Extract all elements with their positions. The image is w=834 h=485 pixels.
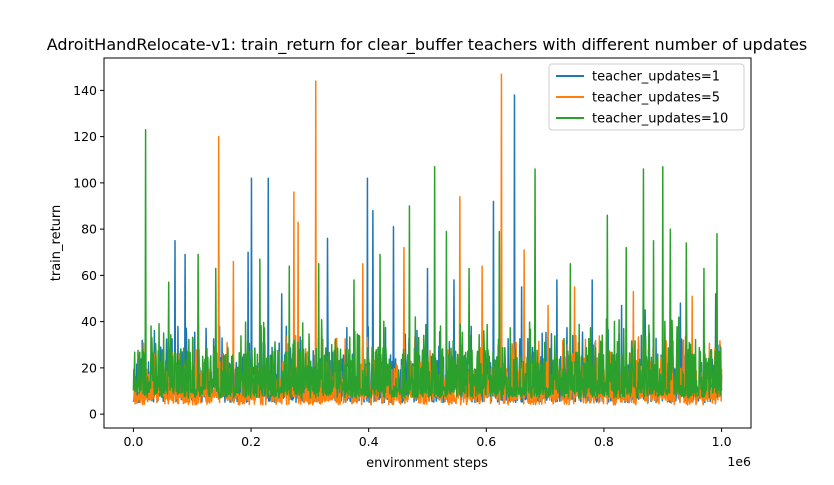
x-axis: 0.0 0.2 0.4 0.6 0.8 1.0 xyxy=(123,428,732,449)
series-line xyxy=(132,128,723,399)
y-axis-label: train_return xyxy=(49,205,64,282)
y-tick-label: 120 xyxy=(73,129,97,144)
legend-label: teacher_updates=10 xyxy=(592,112,728,127)
legend-label: teacher_updates=5 xyxy=(592,91,720,106)
legend-box xyxy=(548,63,745,131)
y-tick-label: 40 xyxy=(81,314,97,329)
y-tick-label: 20 xyxy=(81,360,97,375)
x-axis-label: environment steps xyxy=(366,456,488,471)
legend: teacher_updates=1 teacher_updates=5teache… xyxy=(548,63,745,131)
y-tick-label: 140 xyxy=(73,83,97,98)
x-tick-label: 0.0 xyxy=(123,434,143,449)
y-axis: 0 20 40 60 80 100 120 140 xyxy=(73,83,104,422)
x-tick-label: 0.6 xyxy=(476,434,496,449)
legend-label: teacher_updates=1 xyxy=(592,70,720,85)
x-tick-label: 0.2 xyxy=(241,434,261,449)
y-tick-label: 60 xyxy=(81,268,97,283)
x-axis-offset-label: 1e6 xyxy=(727,454,751,469)
y-tick-label: 80 xyxy=(81,222,97,237)
plot-frame xyxy=(103,57,752,429)
y-tick-label: 100 xyxy=(73,175,97,190)
y-tick-label: 0 xyxy=(89,407,97,422)
series-layer xyxy=(132,73,723,406)
x-tick-label: 0.4 xyxy=(359,434,379,449)
x-tick-label: 1.0 xyxy=(712,434,732,449)
chart-title: AdroitHandRelocate-v1: train_return for … xyxy=(47,35,808,55)
x-tick-label: 0.8 xyxy=(594,434,614,449)
